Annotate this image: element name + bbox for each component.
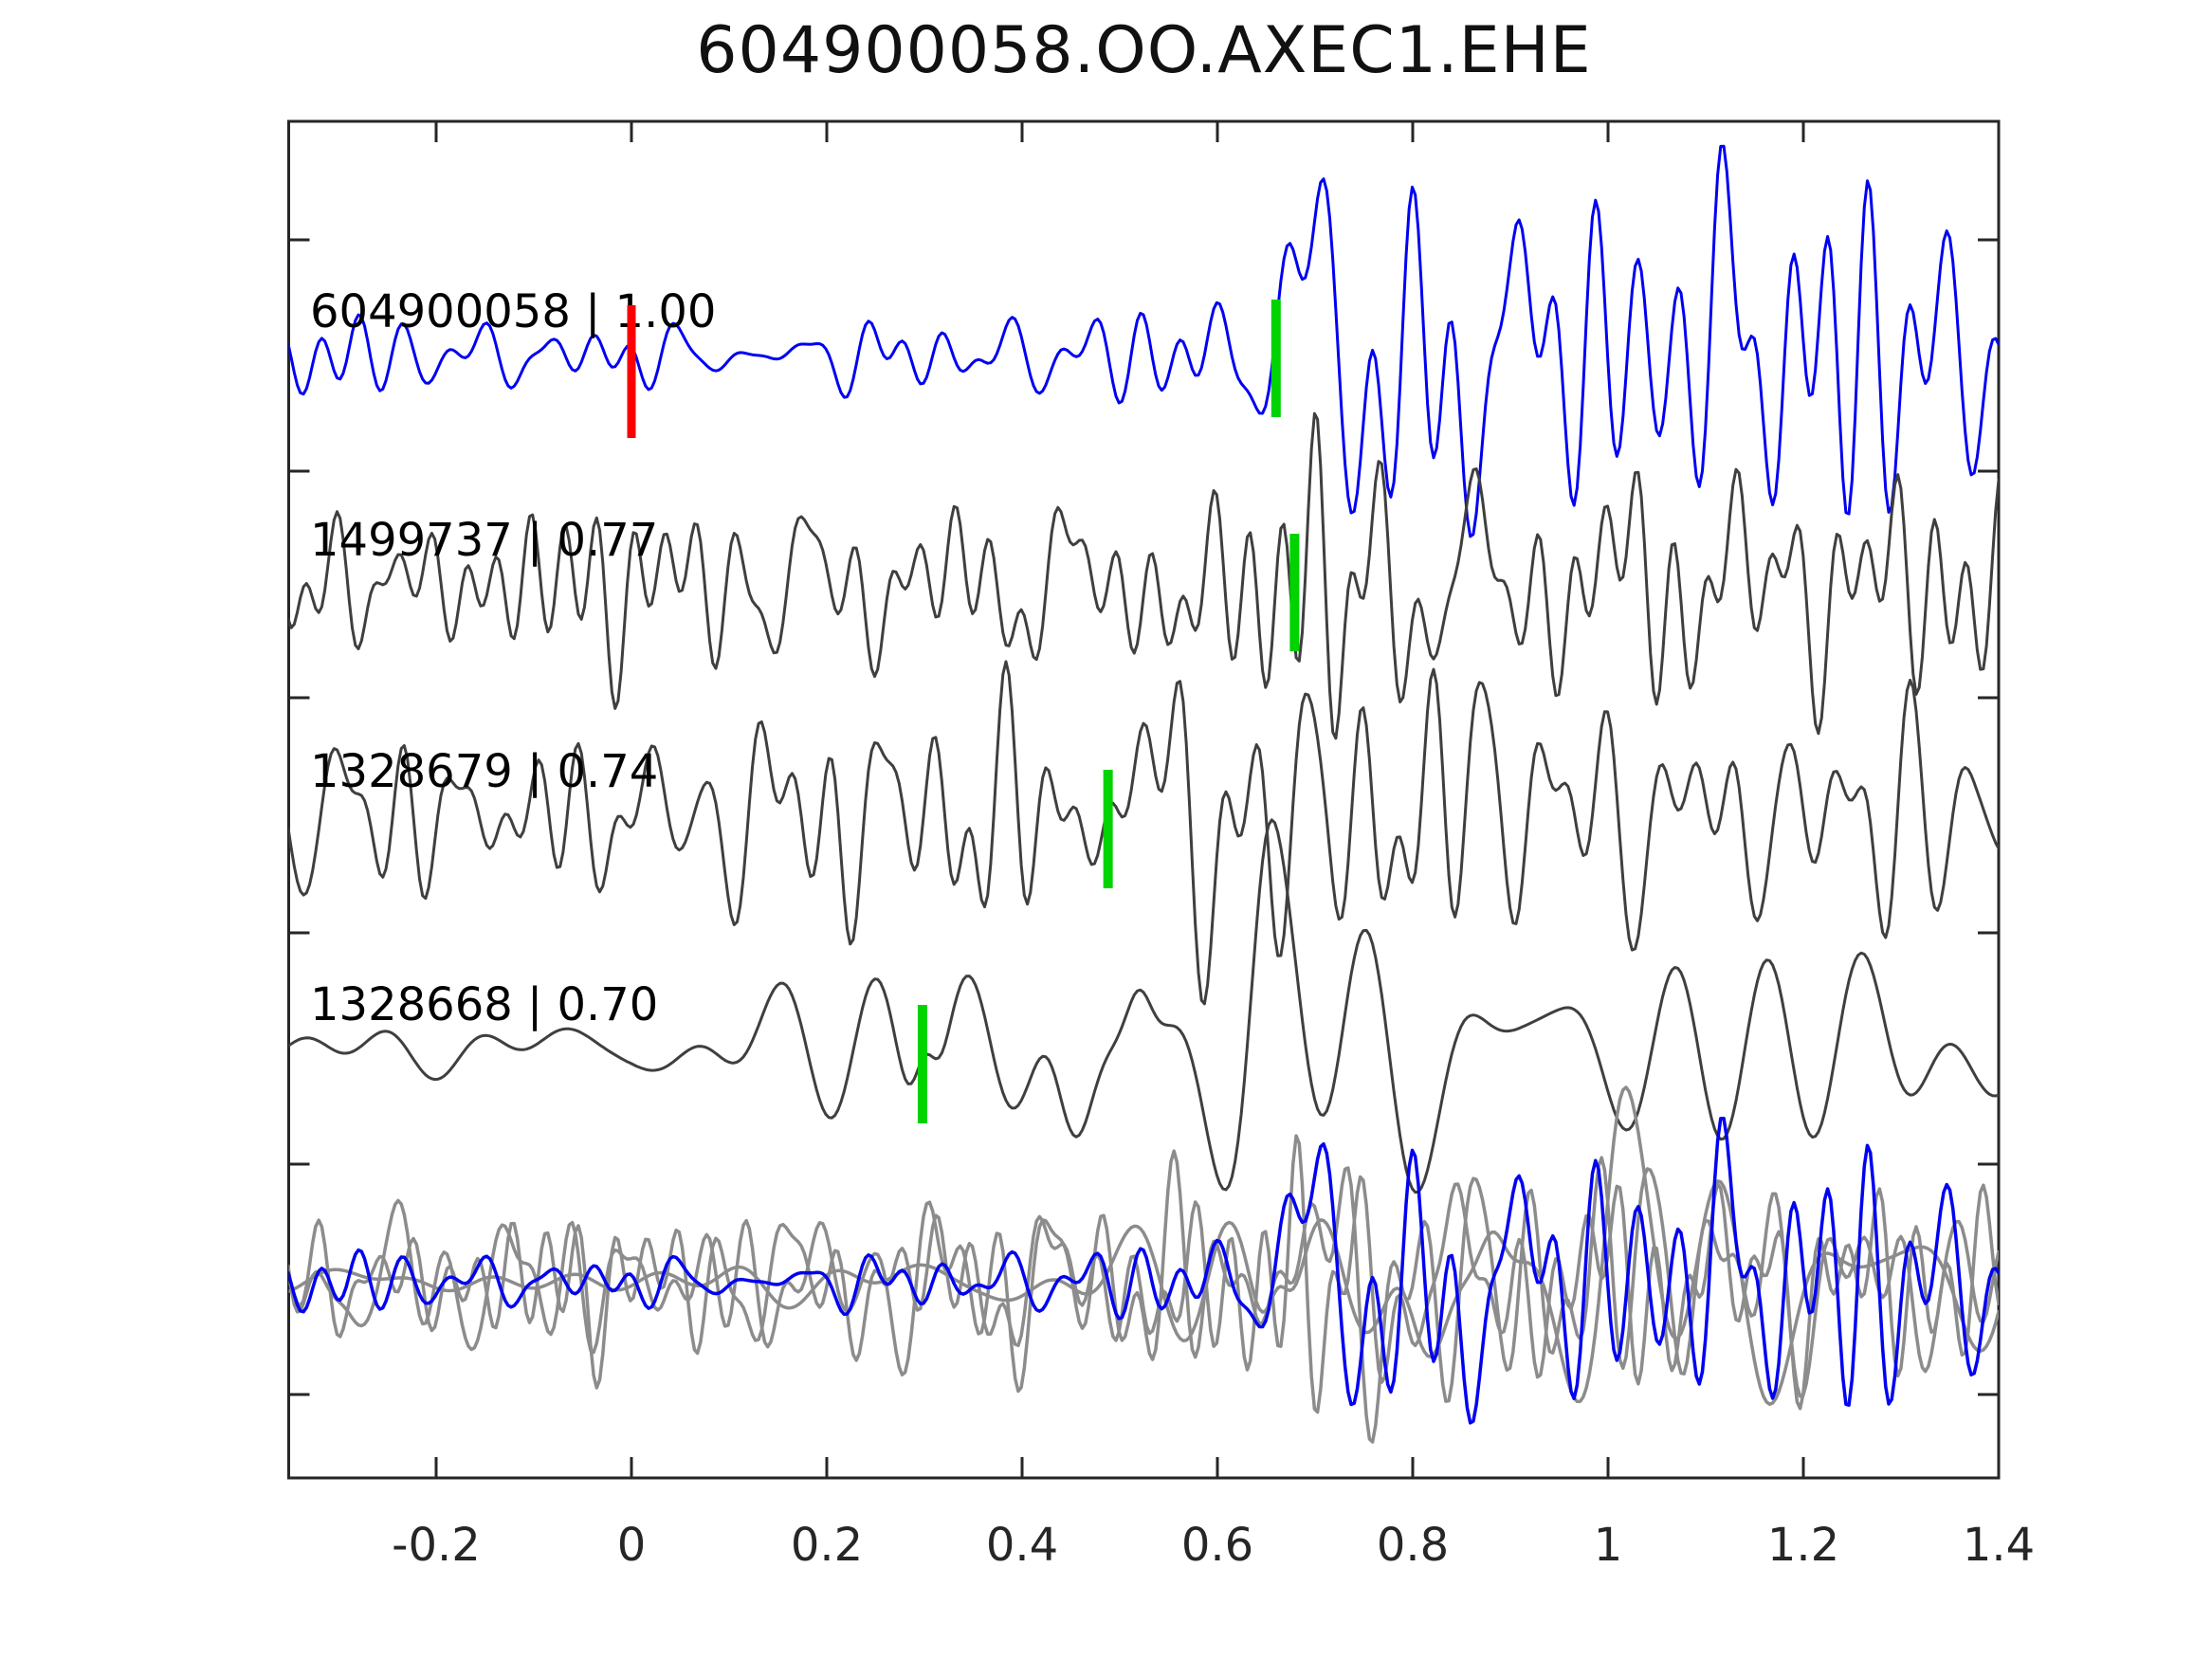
x-tick-label: 1.4 bbox=[1963, 1519, 2035, 1572]
x-tick-label: 0.4 bbox=[986, 1519, 1058, 1572]
x-tick-label: 0 bbox=[617, 1519, 647, 1572]
x-tick-label: 0.8 bbox=[1377, 1519, 1449, 1572]
x-tick-label: -0.2 bbox=[392, 1519, 481, 1572]
trace-path-1499737 bbox=[288, 411, 1999, 740]
x-tick-label: 1.2 bbox=[1767, 1519, 1839, 1572]
trace-label-604900058: 604900058 | 1.00 bbox=[310, 285, 716, 338]
pick-marker-1499737 bbox=[1289, 534, 1300, 651]
x-tick-label: 1 bbox=[1594, 1519, 1623, 1572]
chart-title: 604900058.OO.AXEC1.EHE bbox=[696, 13, 1592, 88]
plot-border bbox=[287, 119, 2001, 1480]
overlay-trace-path-1328668 bbox=[288, 1085, 1999, 1406]
trace-label-1499737: 1499737 | 0.77 bbox=[310, 514, 658, 567]
trace-path-1328668 bbox=[288, 818, 1999, 1194]
trace-label-1328668: 1328668 | 0.70 bbox=[310, 978, 658, 1031]
trace-path-604900058 bbox=[288, 144, 1999, 538]
axes: -0.2 0 0.2 0.4 0.6 0.8 1 1.2 1.4 bbox=[287, 119, 2035, 1572]
pick-marker-1328668 bbox=[917, 1005, 927, 1123]
origin-marker-604900058 bbox=[627, 305, 636, 438]
x-tick-label: 0.2 bbox=[791, 1519, 863, 1572]
pick-marker-604900058 bbox=[1271, 300, 1281, 417]
trace-label-1328679: 1328679 | 0.74 bbox=[310, 745, 658, 798]
traces bbox=[288, 144, 1999, 1444]
pick-marker-1328679 bbox=[1103, 770, 1113, 888]
overlay-trace-path-1328679 bbox=[288, 1149, 1999, 1444]
overlay-template-path bbox=[288, 1117, 1999, 1425]
trace-path-1328679 bbox=[288, 660, 1999, 1006]
x-tick-label: 0.6 bbox=[1181, 1519, 1253, 1572]
